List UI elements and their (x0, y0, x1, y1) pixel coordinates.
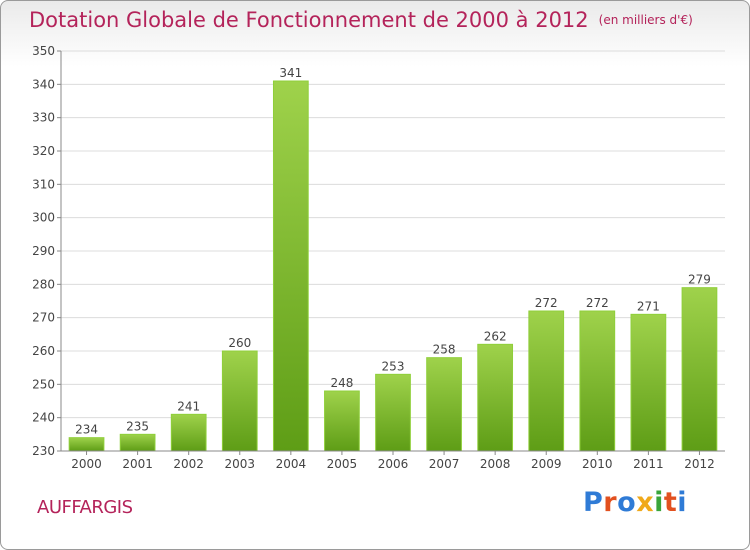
data-label-2005: 248 (330, 376, 353, 390)
data-label-2001: 235 (126, 419, 149, 433)
bar-2012 (681, 287, 718, 452)
x-tick-label: 2004 (276, 457, 307, 471)
y-tick-label: 270 (32, 311, 55, 325)
data-label-2006: 253 (382, 359, 405, 373)
y-tick-label: 300 (32, 211, 55, 225)
bar-2011 (630, 313, 667, 452)
town-name: AUFFARGIS (37, 497, 133, 518)
data-label-2009: 272 (535, 296, 558, 310)
chart-title: Dotation Globale de Fonctionnement de 20… (29, 8, 693, 32)
x-tick-label: 2003 (224, 457, 255, 471)
y-tick-label: 280 (32, 277, 55, 291)
data-label-2010: 272 (586, 296, 609, 310)
y-tick-label: 350 (32, 44, 55, 58)
data-label-2002: 241 (177, 399, 200, 413)
y-tick-label: 260 (32, 344, 55, 358)
x-tick-label: 2002 (173, 457, 204, 471)
x-tick-label: 2011 (633, 457, 664, 471)
data-label-2000: 234 (75, 423, 98, 437)
data-label-2012: 279 (688, 273, 711, 287)
y-tick-label: 230 (32, 444, 55, 458)
bar-2004 (272, 80, 309, 452)
x-tick-label: 2009 (531, 457, 562, 471)
bar-2000 (68, 437, 105, 452)
x-tick-label: 2010 (582, 457, 613, 471)
y-tick-label: 290 (32, 244, 55, 258)
bar-2003 (221, 350, 258, 452)
bar-2009 (528, 310, 565, 452)
y-tick-label: 320 (32, 144, 55, 158)
bar-2007 (426, 357, 462, 452)
x-tick-label: 2012 (684, 457, 715, 471)
chart-subtitle: (en milliers d'€) (598, 13, 693, 27)
data-label-2004: 341 (279, 66, 302, 80)
data-label-2007: 258 (433, 343, 456, 357)
bar-2002 (170, 413, 207, 452)
y-tick-label: 250 (32, 377, 55, 391)
x-tick-label: 2006 (378, 457, 409, 471)
proxiti-logo: Proxiti (583, 487, 688, 518)
data-label-2003: 260 (228, 336, 251, 350)
axes: 2302402502602702802903003103203303403502… (32, 44, 725, 471)
x-tick-label: 2001 (122, 457, 153, 471)
bar-2005 (324, 390, 360, 452)
y-tick-label: 240 (32, 411, 55, 425)
x-tick-label: 2007 (429, 457, 460, 471)
x-tick-label: 2008 (480, 457, 511, 471)
data-label-2011: 271 (637, 299, 660, 313)
y-tick-label: 330 (32, 111, 55, 125)
bar-2010 (579, 310, 616, 452)
data-label-2008: 262 (484, 329, 507, 343)
y-tick-label: 310 (32, 177, 55, 191)
bar-2001 (119, 433, 156, 452)
bar-2008 (477, 343, 514, 452)
bar-2006 (375, 373, 411, 452)
y-tick-label: 340 (32, 77, 55, 91)
x-tick-label: 2000 (71, 457, 102, 471)
bars: 234 235 241 260 341 248 253 258 262 272 272 271 279 (68, 66, 718, 452)
x-tick-label: 2005 (327, 457, 358, 471)
chart-title-text: Dotation Globale de Fonctionnement de 20… (29, 8, 589, 32)
